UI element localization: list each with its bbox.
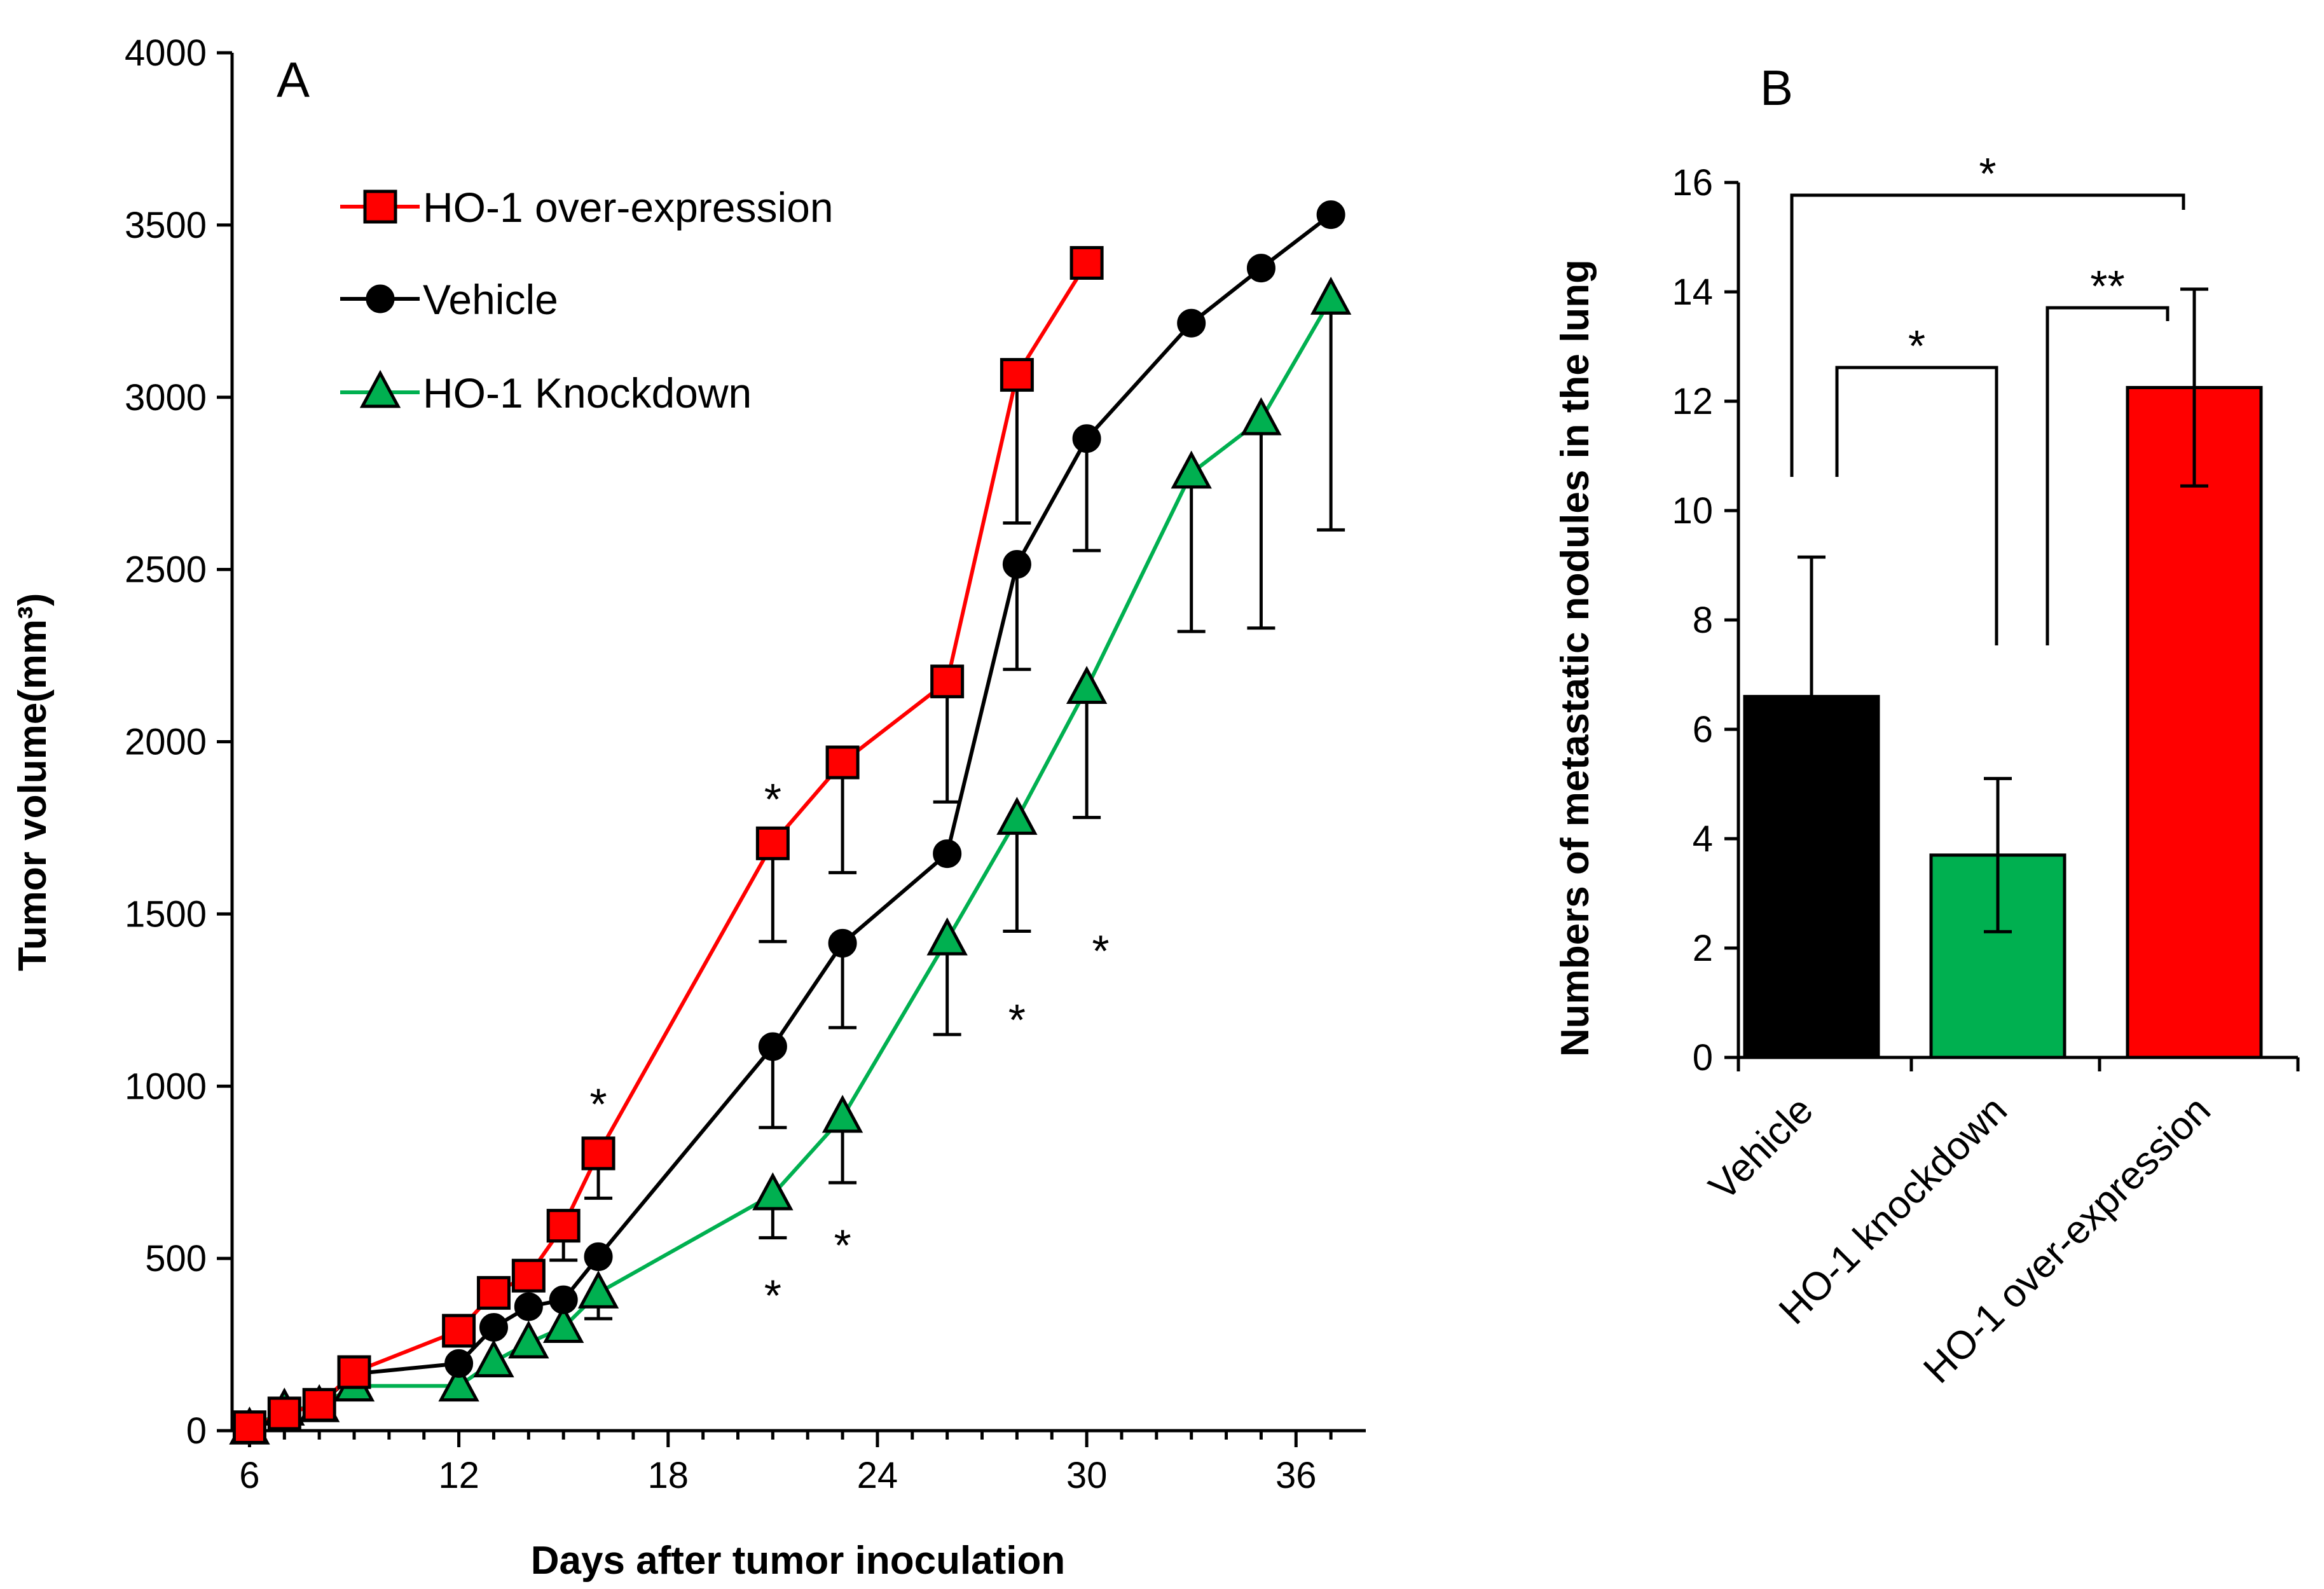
- significance-label: *: [1979, 149, 1996, 198]
- significance-bracket: [1835, 366, 1998, 645]
- significance-mark: *: [1008, 995, 1026, 1045]
- data-point: [302, 1387, 336, 1422]
- x-tick-label: 24: [857, 1455, 898, 1496]
- data-point: [442, 1314, 476, 1348]
- data-point: [926, 917, 968, 956]
- y-tick-label-b: 8: [1693, 600, 1713, 641]
- x-tick-label: 12: [438, 1455, 479, 1496]
- data-point: [473, 1339, 514, 1378]
- panel-a-line-chart: A Days after tumor inoculation Tumor vol…: [11, 32, 1366, 1583]
- data-point: [1241, 397, 1282, 436]
- data-point: [1002, 549, 1031, 579]
- data-point: [825, 745, 860, 780]
- x-tick-label: 6: [239, 1455, 259, 1496]
- data-point: [996, 797, 1038, 835]
- data-point: [1177, 308, 1206, 338]
- data-point: [933, 839, 962, 869]
- significance-bracket: [2046, 306, 2169, 645]
- data-point: [514, 1292, 543, 1321]
- y-tick-label-b: 2: [1693, 928, 1713, 969]
- legend-marker: [366, 284, 395, 313]
- data-point: [508, 1320, 549, 1359]
- series-line: [248, 298, 1333, 1431]
- y-axis-title: Tumor volume(mm³): [11, 593, 55, 972]
- significance-mark: *: [764, 774, 781, 824]
- data-point: [1069, 245, 1104, 280]
- y-tick-label: 500: [145, 1238, 207, 1279]
- significance-mark: *: [764, 1270, 781, 1320]
- y-axis-title-b: Numbers of metastatic nodules in the lun…: [1553, 259, 1597, 1057]
- data-point: [1310, 277, 1352, 315]
- significance-bracket: [1790, 193, 2185, 477]
- data-point: [758, 1032, 787, 1061]
- data-point: [1066, 666, 1108, 705]
- data-point: [549, 1285, 578, 1314]
- data-point: [1316, 200, 1345, 230]
- data-point: [232, 1410, 266, 1445]
- y-tick-label: 1500: [125, 893, 207, 935]
- data-point: [581, 1136, 615, 1171]
- data-point: [479, 1312, 508, 1342]
- y-tick-label-b: 10: [1672, 490, 1713, 532]
- panel-b-letter: B: [1760, 60, 1793, 116]
- significance-mark: *: [589, 1080, 607, 1129]
- legend-label: HO-1 over-expression: [423, 184, 834, 231]
- significance-mark: *: [1092, 926, 1109, 976]
- y-tick-label-b: 4: [1693, 818, 1713, 860]
- y-tick-label: 2500: [125, 549, 207, 591]
- y-tick-label-b: 12: [1672, 381, 1713, 422]
- bar: [2126, 386, 2263, 1059]
- data-point: [438, 1363, 479, 1402]
- x-tick-label: 30: [1066, 1455, 1108, 1496]
- y-tick-label: 1000: [125, 1066, 207, 1107]
- data-point: [822, 1094, 863, 1133]
- data-point: [476, 1276, 511, 1310]
- data-point: [444, 1349, 474, 1378]
- legend-label: HO-1 Knockdown: [423, 369, 752, 416]
- data-point: [1000, 358, 1034, 392]
- x-tick-label: 36: [1275, 1455, 1317, 1496]
- data-point: [584, 1242, 613, 1271]
- data-point: [542, 1305, 584, 1343]
- panel-b-bar-chart: B Numbers of metastatic nodules in the l…: [1553, 60, 2300, 1392]
- x-axis-title: Days after tumor inoculation: [531, 1539, 1066, 1583]
- y-tick-label: 3000: [125, 377, 207, 418]
- data-point: [755, 826, 790, 860]
- y-tick-label-b: 6: [1693, 709, 1713, 750]
- data-point: [828, 928, 857, 958]
- data-point: [511, 1258, 546, 1293]
- data-point: [267, 1396, 301, 1431]
- significance-label: **: [2090, 261, 2124, 311]
- data-point: [546, 1209, 581, 1243]
- data-point: [1171, 450, 1212, 489]
- data-point: [1072, 424, 1101, 453]
- panel-a-letter: A: [277, 52, 310, 107]
- legend-label: Vehicle: [423, 276, 558, 323]
- y-tick-label: 3500: [125, 205, 207, 246]
- category-label: Vehicle: [1701, 1088, 1822, 1209]
- data-point: [752, 1172, 794, 1211]
- x-tick-label: 18: [648, 1455, 689, 1496]
- y-tick-label: 0: [186, 1410, 207, 1452]
- data-point: [1246, 254, 1275, 283]
- y-tick-label: 2000: [125, 722, 207, 763]
- y-tick-label-b: 0: [1693, 1037, 1713, 1078]
- data-point: [337, 1355, 371, 1389]
- significance-label: *: [1908, 321, 1925, 371]
- y-tick-label: 4000: [125, 32, 207, 74]
- legend-marker: [363, 189, 397, 224]
- significance-mark: *: [834, 1221, 851, 1270]
- y-tick-label-b: 14: [1672, 272, 1713, 313]
- data-point: [577, 1270, 619, 1309]
- legend-marker: [359, 369, 401, 408]
- data-point: [930, 664, 965, 699]
- y-tick-label-b: 16: [1672, 162, 1713, 203]
